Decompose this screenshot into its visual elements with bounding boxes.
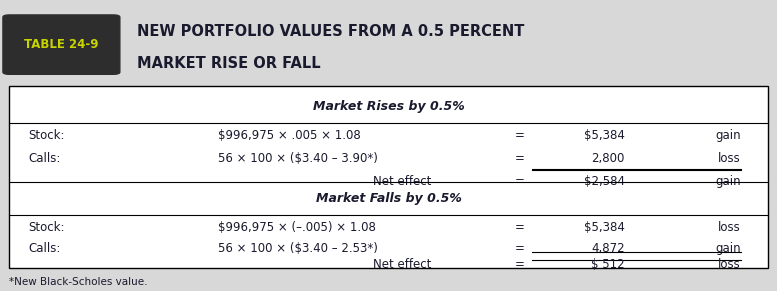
Text: gain: gain [715, 129, 740, 142]
Text: loss: loss [718, 221, 740, 234]
Text: Stock:: Stock: [29, 221, 65, 234]
Text: =: = [515, 258, 525, 271]
Text: =: = [515, 152, 525, 165]
Text: =: = [515, 221, 525, 234]
Text: $996,975 × (–.005) × 1.08: $996,975 × (–.005) × 1.08 [218, 221, 376, 234]
FancyBboxPatch shape [3, 15, 120, 74]
Text: Market Rises by 0.5%: Market Rises by 0.5% [312, 100, 465, 113]
Text: 56 × 100 × ($3.40 – 2.53*): 56 × 100 × ($3.40 – 2.53*) [218, 242, 378, 255]
Text: =: = [515, 129, 525, 142]
Text: $996,975 × .005 × 1.08: $996,975 × .005 × 1.08 [218, 129, 361, 142]
Text: $5,384: $5,384 [584, 221, 625, 234]
Text: 4,872: 4,872 [591, 242, 625, 255]
Text: Calls:: Calls: [29, 242, 61, 255]
Text: *New Black-Scholes value.: *New Black-Scholes value. [9, 277, 148, 288]
Text: Market Falls by 0.5%: Market Falls by 0.5% [315, 192, 462, 205]
Text: Net effect: Net effect [373, 175, 431, 188]
Text: $2,584: $2,584 [584, 175, 625, 188]
Text: 56 × 100 × ($3.40 – 3.90*): 56 × 100 × ($3.40 – 3.90*) [218, 152, 378, 165]
Text: loss: loss [718, 152, 740, 165]
Text: =: = [515, 242, 525, 255]
Text: NEW PORTFOLIO VALUES FROM A 0.5 PERCENT: NEW PORTFOLIO VALUES FROM A 0.5 PERCENT [137, 24, 524, 39]
Text: gain: gain [715, 242, 740, 255]
Text: =: = [515, 175, 525, 188]
Text: Stock:: Stock: [29, 129, 65, 142]
Text: TABLE 24-9: TABLE 24-9 [24, 38, 99, 51]
Text: $5,384: $5,384 [584, 129, 625, 142]
Text: $ 512: $ 512 [591, 258, 625, 271]
Text: MARKET RISE OR FALL: MARKET RISE OR FALL [137, 56, 320, 71]
Text: 2,800: 2,800 [591, 152, 625, 165]
Text: Net effect: Net effect [373, 258, 431, 271]
FancyBboxPatch shape [9, 86, 768, 268]
Text: loss: loss [718, 258, 740, 271]
Text: gain: gain [715, 175, 740, 188]
Text: Calls:: Calls: [29, 152, 61, 165]
